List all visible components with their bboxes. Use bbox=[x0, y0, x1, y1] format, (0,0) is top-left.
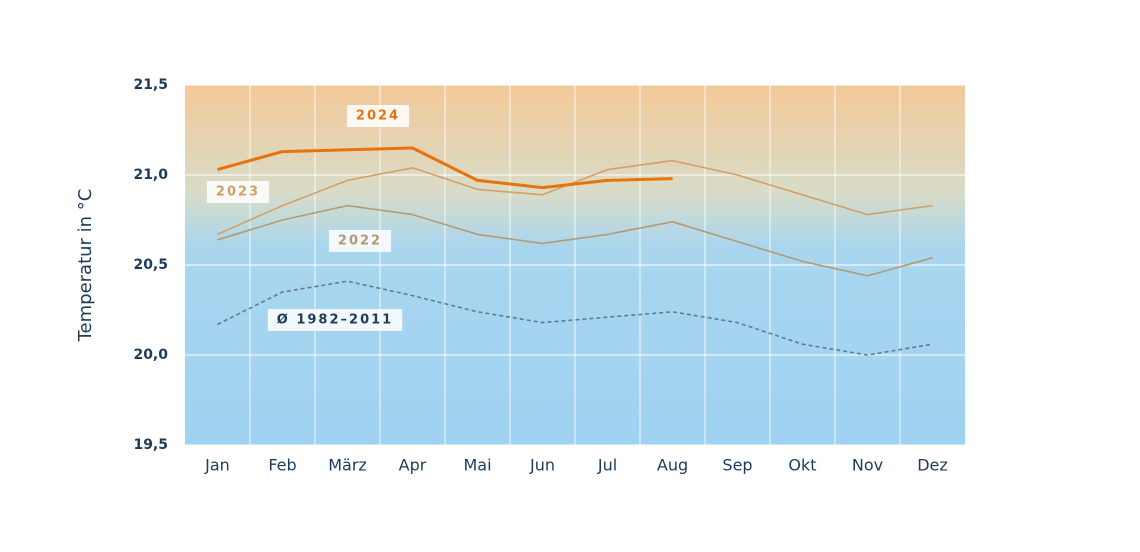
x-tick-label: Jun bbox=[529, 456, 555, 475]
x-tick-label: Apr bbox=[399, 456, 427, 475]
series-label: 2024 bbox=[346, 105, 410, 127]
x-tick-label: Feb bbox=[268, 456, 296, 475]
series-line bbox=[217, 204, 933, 277]
legend-label: 2024 bbox=[356, 109, 400, 124]
y-tick-label: 21,0 bbox=[133, 167, 168, 183]
y-tick-label: 20,5 bbox=[133, 257, 168, 273]
y-tick-label: 19,5 bbox=[133, 437, 168, 453]
y-axis-title: Temperatur in °C bbox=[75, 189, 96, 343]
series-label: Ø 1982–2011 bbox=[267, 309, 403, 331]
x-tick-label: Aug bbox=[657, 456, 688, 475]
legend-label: Ø 1982–2011 bbox=[277, 313, 393, 328]
series-line bbox=[217, 146, 673, 190]
series-line bbox=[217, 280, 933, 356]
y-tick-label: 20,0 bbox=[133, 347, 168, 363]
label-box bbox=[346, 105, 410, 127]
x-tick-label: Mai bbox=[463, 456, 491, 475]
legend-label: 2022 bbox=[338, 234, 382, 249]
x-tick-label: Sep bbox=[722, 456, 752, 475]
x-tick-label: Dez bbox=[917, 456, 948, 475]
label-box bbox=[206, 181, 270, 203]
series-line bbox=[217, 159, 933, 236]
x-tick-label: März bbox=[328, 456, 367, 475]
series-label: 2023 bbox=[206, 181, 270, 203]
x-tick-label: Jan bbox=[204, 456, 230, 475]
series-label: 2022 bbox=[328, 230, 392, 252]
x-tick-label: Nov bbox=[852, 456, 883, 475]
x-tick-label: Okt bbox=[788, 456, 816, 475]
x-tick-label: Jul bbox=[597, 456, 617, 475]
label-box bbox=[328, 230, 392, 252]
y-tick-label: 21,5 bbox=[133, 77, 168, 93]
legend-label: 2023 bbox=[216, 185, 260, 200]
label-box bbox=[267, 309, 403, 331]
